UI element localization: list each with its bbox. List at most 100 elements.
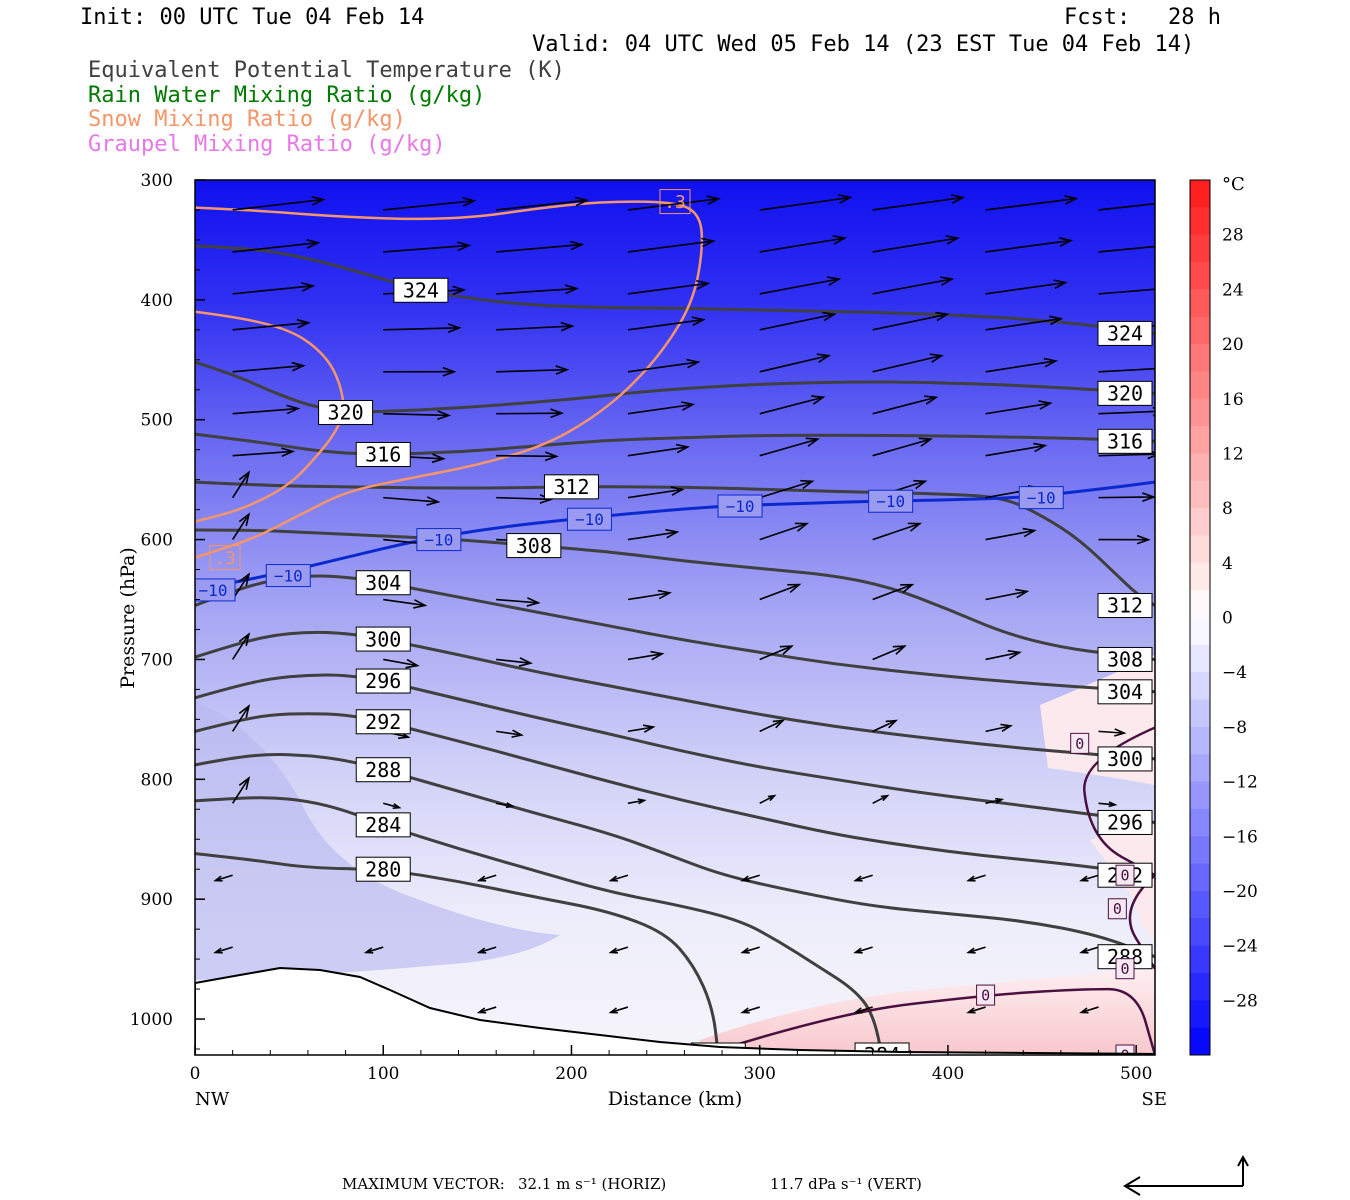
theta-e-contour [195,796,884,1055]
svg-text:−10: −10 [575,510,604,529]
legend-entry-graupel: Graupel Mixing Ratio (g/kg) [88,132,446,157]
x-tick-label: 500 [1120,1064,1152,1084]
theta-e-contour-label: 288 [355,757,411,783]
wind-vector [496,368,568,373]
theta-e-contour-label: 320 [1097,380,1153,406]
theta-e-contour-label: 324 [1097,320,1153,346]
colorbar-step [1190,289,1210,318]
wind-vector [985,197,1077,211]
wind-vector [1098,245,1155,253]
wind-vector [232,241,319,253]
y-tick-label: 500 [141,411,173,431]
wind-vector [872,522,921,541]
svg-text:−10: −10 [1027,489,1056,508]
colorbar-step [1190,617,1210,646]
graupel-contour-label: 0 [1115,958,1135,980]
y-tick-label: 300 [141,171,173,191]
graupel-contour-label: 0 [1115,1044,1135,1055]
wind-vector [610,874,629,882]
wind-vector [231,777,250,804]
svg-text:324: 324 [1107,322,1143,346]
colorbar-step [1190,316,1210,345]
wind-vector [478,874,497,882]
wind-vector [215,946,233,954]
y-tick-label: 700 [141,650,173,670]
colorbar-step [1190,398,1210,427]
wind-vector [985,360,1056,373]
wind-vector [496,802,513,807]
wind-vector [365,946,384,954]
wind-vector [872,438,931,457]
y-tick-label: 400 [141,291,173,311]
svg-text:−10: −10 [274,567,303,586]
colorbar-step [1190,972,1210,1001]
colorbar-tick-label: −12 [1222,773,1258,793]
wind-vector [759,313,835,331]
wind-vector [627,361,699,373]
colorbar-step [1190,480,1210,509]
legend-entry-snow: Snow Mixing Ratio (g/kg) [88,107,406,132]
theta-e-contour-label: 300 [1097,746,1153,772]
wind-vector [232,407,299,415]
wind-vector [478,946,497,954]
wind-vector [872,313,948,331]
max-vector-label: MAXIMUM VECTOR: [342,1175,505,1193]
svg-text:312: 312 [553,475,589,499]
theta-e-contour-label: 296 [1097,809,1153,835]
wind-vector [985,590,1028,601]
colorbar-unit: °C [1222,174,1245,195]
svg-text:−10: −10 [199,581,228,600]
temperature-contour-label: −10 [416,528,462,552]
colorbar-tick-label: −4 [1222,663,1247,683]
wind-vector [1098,288,1155,295]
wind-vector [496,287,577,295]
wind-vector [627,240,714,253]
colorbar-tick-label: 20 [1222,335,1244,355]
theta-e-contour-label: 320 [318,400,374,426]
wind-vector [759,396,824,415]
wind-vector [759,196,851,211]
colorbar-tick-label: 0 [1222,609,1233,629]
colorbar-step [1190,890,1210,919]
svg-text:296: 296 [365,669,401,693]
wind-vector [985,239,1071,253]
svg-text:304: 304 [1107,680,1143,704]
theta-e-contour [195,712,1155,877]
svg-text:304: 304 [365,571,401,595]
y-tick-label: 600 [141,531,173,551]
theta-e-contour-label: 316 [1097,428,1153,454]
wind-vector [232,364,304,373]
svg-text:300: 300 [365,627,401,651]
wind-vector [759,583,800,601]
temperature-contour [195,480,1155,592]
theta-e-contour-label: 324 [393,277,449,303]
theta-e-contour-label: 312 [543,474,599,500]
wind-vector [496,412,562,415]
wind-vector [496,199,587,211]
cold-air-shading [195,700,560,980]
wind-vector [478,1006,497,1014]
nw-label: NW [195,1089,230,1110]
wind-vector [627,653,663,661]
colorbar-step [1190,918,1210,947]
colorbar-step [1190,726,1210,755]
theta-e-contour-label: 308 [506,533,562,559]
colorbar-step [1190,508,1210,536]
wind-vector [1098,453,1155,457]
theta-e-contour-label: 304 [1097,679,1153,705]
wind-vector [985,317,1062,331]
west-cold-shading [195,700,560,980]
svg-text:0: 0 [1120,867,1129,885]
wind-vector [496,598,539,604]
colorbar-step [1190,180,1210,208]
svg-text:316: 316 [365,443,401,467]
wind-vector [1098,367,1155,373]
svg-text:284: 284 [864,1043,900,1067]
svg-text:.3: .3 [214,548,236,569]
wind-vector [968,874,986,882]
colorbar-tick-label: 24 [1222,280,1244,300]
colorbar-step [1190,426,1210,454]
colorbar-step [1190,344,1210,372]
wind-vector [627,403,694,415]
